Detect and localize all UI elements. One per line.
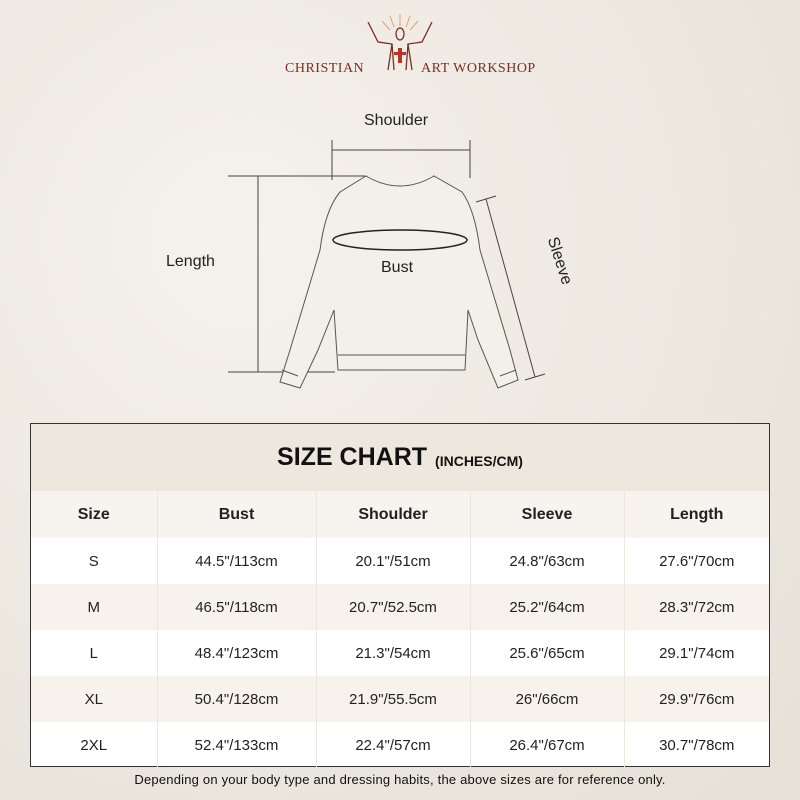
brand-logo: CHRISTIAN ART WORKSHOP bbox=[0, 12, 800, 76]
cell-sleeve: 26"/66cm bbox=[469, 676, 624, 722]
cell-length: 28.3"/72cm bbox=[623, 584, 769, 630]
cell-size: L bbox=[89, 644, 98, 662]
header-bust: Bust bbox=[156, 491, 316, 538]
cell-size: XL bbox=[31, 676, 157, 722]
label-length: Length bbox=[166, 253, 215, 270]
table-row: XL 50.4"/128cm 21.9"/55.5cm 26"/66cm 29.9"/7… bbox=[31, 676, 769, 722]
cell-bust: 44.5"/113cm bbox=[156, 538, 316, 584]
cell-bust: 48.4"/123cm bbox=[156, 630, 316, 676]
label-bust: Bust bbox=[381, 259, 414, 276]
subtitle: (INCHES/CM) bbox=[435, 452, 523, 469]
brand-left: CHRISTIAN bbox=[285, 61, 365, 76]
header-sleeve: Sleeve bbox=[469, 491, 624, 538]
cell-size: S bbox=[88, 552, 99, 570]
cell-length: 29.9"/76cm bbox=[623, 676, 769, 722]
title: SIZE CHART bbox=[277, 443, 428, 471]
label-shoulder: Shoulder bbox=[364, 112, 429, 129]
cell-shoulder: 20.7"/52.5cm bbox=[315, 584, 470, 630]
cell-bust: 46.5"/118cm bbox=[156, 584, 316, 630]
cell-size: M bbox=[31, 584, 157, 630]
cell-sleeve: 26.4"/67cm bbox=[469, 722, 624, 768]
cell-length: 27.6"/70cm bbox=[623, 538, 769, 584]
cell-bust: 52.4"/133cm bbox=[156, 722, 316, 768]
cell-sleeve: 25.6"/65cm bbox=[469, 630, 624, 676]
table-row: 2XL 52.4"/133cm 22.4"/57cm 26.4"/67cm 30.7"/… bbox=[31, 722, 769, 768]
table-row: M 46.5"/118cm 20.7"/52.5cm 25.2"/64cm 28.3"/… bbox=[31, 584, 769, 630]
sweater-outline bbox=[228, 140, 546, 389]
cell-length: 30.7"/78cm bbox=[623, 722, 769, 768]
cell-length: 29.1"/74cm bbox=[623, 630, 769, 676]
brand-right: ART WORKSHOP bbox=[421, 61, 536, 76]
cell-shoulder: 21.3"/54cm bbox=[315, 630, 470, 676]
disclaimer-note: Depending on your body type and dressing… bbox=[134, 772, 666, 787]
sweater-diagram: Shoulder Length Bust Sleeve bbox=[0, 100, 800, 410]
table-row: L 48.4"/123cm 21.3"/54cm 25.6"/65cm 29.1"/74… bbox=[31, 630, 769, 676]
header-length: Length bbox=[623, 491, 769, 538]
header-row: Size Bust Shoulder Sleeve Length bbox=[31, 491, 769, 538]
cell-shoulder: 21.9"/55.5cm bbox=[315, 676, 470, 722]
jesus-cross-icon bbox=[367, 14, 433, 71]
cell-sleeve: 25.2"/64cm bbox=[469, 584, 624, 630]
cell-shoulder: 20.1"/51cm bbox=[315, 538, 470, 584]
table-row: S 44.5"/113cm 20.1"/51cm 24.8"/63cm 27.6"/70… bbox=[31, 538, 769, 584]
cell-shoulder: 22.4"/57cm bbox=[315, 722, 470, 768]
size-chart-table: SIZE CHART (INCHES/CM) Size Bust Shoulde… bbox=[30, 423, 770, 768]
header-size: Size bbox=[31, 491, 157, 538]
cell-size: 2XL bbox=[80, 736, 108, 754]
cell-sleeve: 24.8"/63cm bbox=[469, 538, 624, 584]
header-shoulder: Shoulder bbox=[315, 491, 470, 538]
cell-bust: 50.4"/128cm bbox=[156, 676, 316, 722]
size-chart-title: SIZE CHART (INCHES/CM) bbox=[31, 424, 769, 491]
